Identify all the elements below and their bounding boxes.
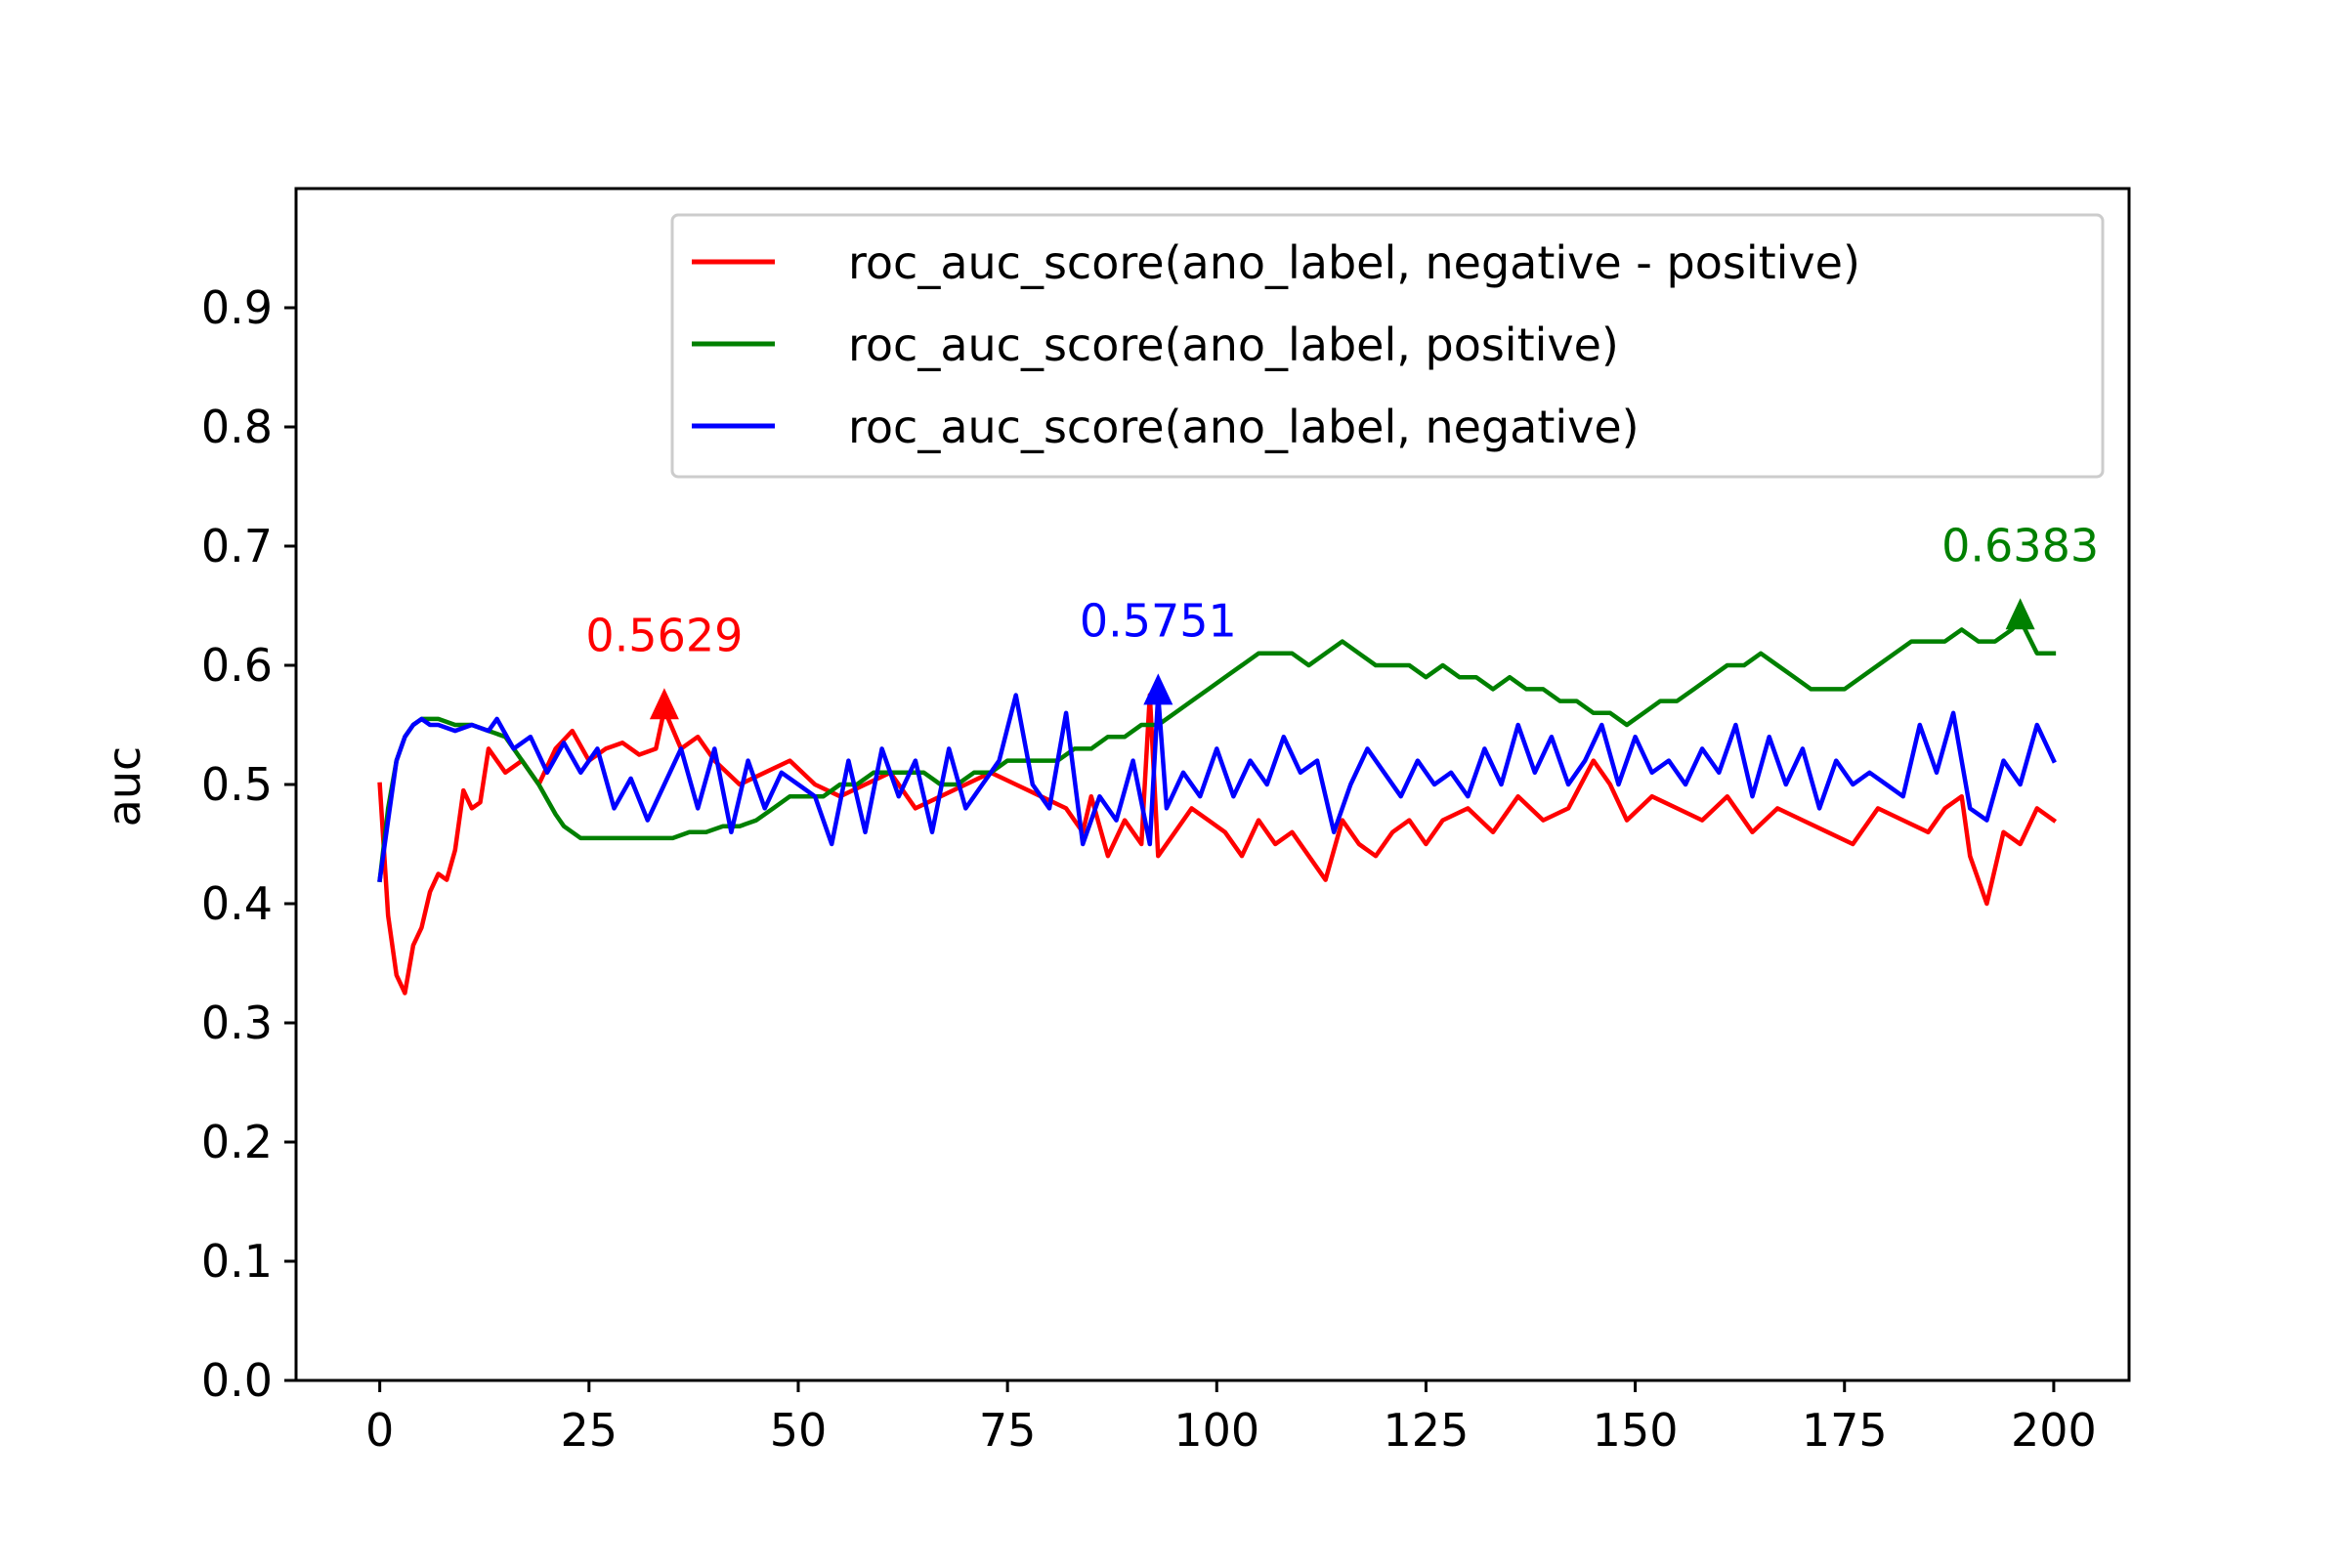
annotation-marker-0: [649, 688, 679, 720]
y-tick-label: 0.7: [201, 520, 273, 572]
x-tick-label: 200: [2011, 1404, 2097, 1457]
x-tick-label: 150: [1593, 1404, 1679, 1457]
y-tick-label: 0.5: [201, 758, 273, 811]
y-tick-label: 0.6: [201, 639, 273, 692]
series-line-2: [377, 693, 2057, 883]
x-axis: 0 25 50 75 100 125 150 175 200: [365, 1380, 2097, 1457]
y-tick-label: 0.4: [201, 877, 273, 930]
legend-label-0: roc_auc_score(ano_label, negative - posi…: [848, 236, 1860, 289]
x-tick-label: 100: [1173, 1404, 1259, 1457]
legend-box: [670, 213, 2105, 479]
annotation-label-0: 0.5629: [585, 609, 743, 661]
series-line-1: [377, 617, 2057, 883]
y-tick-label: 0.0: [201, 1354, 273, 1407]
y-tick-label: 0.3: [201, 996, 273, 1049]
legend-label-1: roc_auc_score(ano_label, positive): [848, 318, 1619, 371]
annotation-marker-2: [2005, 598, 2035, 630]
series-layer: [377, 617, 2058, 996]
y-tick-label: 0.8: [201, 401, 273, 453]
x-tick-label: 75: [979, 1404, 1037, 1457]
y-tick-label: 0.2: [201, 1116, 273, 1168]
x-tick-label: 175: [1802, 1404, 1888, 1457]
legend-label-2: roc_auc_score(ano_label, negative): [848, 401, 1640, 453]
y-axis: 0.0 0.1 0.2 0.3 0.4 0.5 0.6 0.7 0.8 0.9: [201, 281, 296, 1407]
annotation-label-1: 0.5751: [1080, 594, 1237, 647]
y-tick-label: 0.9: [201, 281, 273, 334]
x-tick-label: 25: [561, 1404, 618, 1457]
annotation-layer: 0.5629 0.5751 0.6383: [585, 519, 2099, 720]
annotation-label-2: 0.6383: [1941, 519, 2099, 572]
legend: roc_auc_score(ano_label, negative - posi…: [670, 213, 2105, 479]
annotation-marker-1: [1143, 673, 1173, 705]
x-tick-label: 125: [1384, 1404, 1470, 1457]
y-tick-label: 0.1: [201, 1235, 273, 1288]
x-tick-label: 50: [770, 1404, 828, 1457]
x-tick-label: 0: [365, 1404, 394, 1457]
y-axis-label: auc: [98, 746, 150, 827]
